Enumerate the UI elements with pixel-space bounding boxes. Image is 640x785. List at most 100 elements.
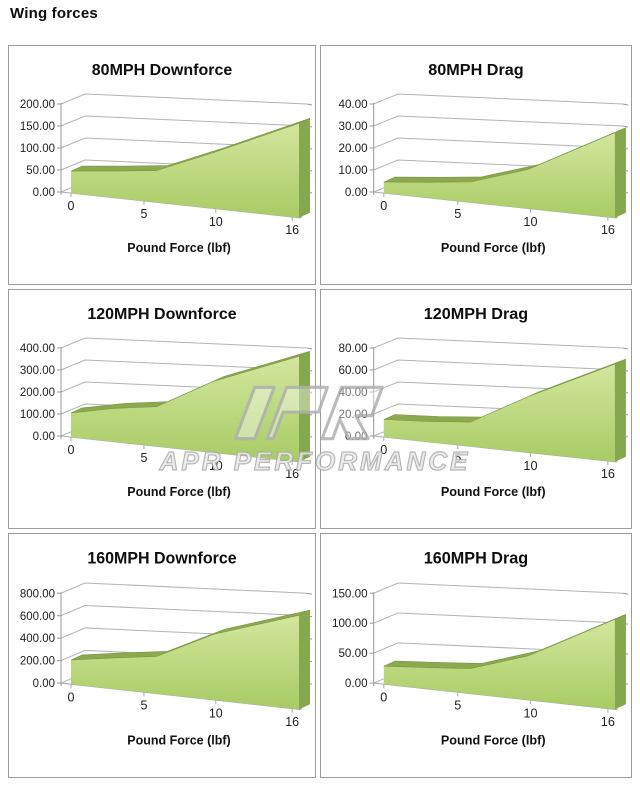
y-tick-label: 0.00 <box>345 187 368 199</box>
gridline <box>373 359 623 371</box>
x-tick-label: 5 <box>454 207 461 221</box>
x-tick-label: 16 <box>285 715 299 729</box>
x-tick-label: 5 <box>140 698 147 712</box>
x-tick-label: 0 <box>68 199 75 213</box>
chart-cell-120mph-downforce: 120MPH Downforce 400.00 300.00 200.00 100.0… <box>8 289 316 529</box>
y-tick-label: 80.00 <box>338 343 367 355</box>
right-wall-tick <box>622 147 629 150</box>
area-series <box>383 364 615 462</box>
x-tick-label: 10 <box>523 705 537 720</box>
right-wall-tick <box>306 103 313 106</box>
area-side-face <box>614 127 626 218</box>
x-tick-label: 10 <box>523 215 537 229</box>
y-tick-label: 0.00 <box>33 677 55 690</box>
chart-cell-160mph-downforce: 160MPH Downforce 800.00 600.00 400.00 200.0… <box>8 533 316 778</box>
gridline <box>373 612 623 624</box>
area-top-band <box>70 609 311 661</box>
x-tick-label: 16 <box>601 714 615 729</box>
y-tick-label: 200.00 <box>20 655 55 668</box>
y-tick-label: 40.00 <box>338 387 367 399</box>
x-tick-label: 16 <box>601 223 615 237</box>
gridline <box>373 137 623 149</box>
right-wall-tick <box>622 169 629 172</box>
right-wall-tick <box>622 103 629 106</box>
y-tick-label: 40.00 <box>338 99 367 111</box>
x-tick-label: 10 <box>209 215 223 229</box>
y-tick-label: 20.00 <box>338 143 367 155</box>
gridline <box>373 337 623 349</box>
chart-title: 80MPH Drag <box>428 61 523 79</box>
x-axis-title: Pound Force (lbf) <box>441 732 546 747</box>
y-tick-label: 100.00 <box>20 409 55 421</box>
area-series <box>71 123 299 218</box>
x-tick-label: 5 <box>140 451 147 465</box>
right-wall-tick <box>306 637 313 640</box>
x-axis-title: Pound Force (lbf) <box>441 485 546 499</box>
y-tick-label: 0.00 <box>33 431 55 443</box>
y-tick-label: 100.00 <box>332 617 368 630</box>
y-tick-label: 800.00 <box>20 587 55 600</box>
right-wall-tick <box>622 622 629 625</box>
y-tick-label: 200.00 <box>20 387 55 399</box>
gridline <box>373 582 623 594</box>
right-wall-tick <box>622 391 629 394</box>
area-series <box>71 615 299 710</box>
chart-cell-160mph-drag: 160MPH Drag 150.00 100.00 50.00 0.00 0 5 10 16 P… <box>320 533 632 778</box>
right-wall-tick <box>306 369 313 372</box>
y-tick-label: 0.00 <box>345 677 368 690</box>
x-tick-label: 5 <box>454 698 461 713</box>
area-side-face <box>299 610 310 710</box>
right-wall-tick <box>622 435 629 438</box>
gridline <box>60 337 308 349</box>
right-wall-tick <box>622 592 629 595</box>
gridline <box>60 582 308 594</box>
right-wall-tick <box>306 660 313 663</box>
x-axis-title: Pound Force (lbf) <box>127 241 230 255</box>
area-series <box>383 619 615 710</box>
chart-120mph-drag: 120MPH Drag 80.00 60.00 40.00 20.00 0.00 0 5 10… <box>338 305 629 499</box>
gridline <box>373 115 623 127</box>
y-tick-label: 200.00 <box>20 99 55 111</box>
area-side-face <box>614 359 626 462</box>
y-tick-label: 20.00 <box>338 409 367 421</box>
y-tick-label: 50.00 <box>26 165 55 177</box>
gridline <box>60 604 308 617</box>
area-top-band <box>383 358 627 423</box>
chart-80mph-drag: 80MPH Drag 40.00 30.00 20.00 10.00 0.00 0 5 10 1… <box>338 61 629 255</box>
y-tick-label: 100.00 <box>20 143 55 155</box>
y-tick-label: 150.00 <box>332 587 368 600</box>
x-tick-label: 0 <box>68 690 75 704</box>
chart-80mph-downforce: 80MPH Downforce 200.00150.00100.0050.000… <box>20 62 313 255</box>
area-top-band <box>383 613 627 669</box>
x-tick-label: 16 <box>601 467 615 481</box>
page-title: Wing forces <box>10 5 98 22</box>
gridline <box>60 359 308 371</box>
right-wall-tick <box>622 652 629 655</box>
x-tick-label: 16 <box>285 223 299 237</box>
gridline <box>60 93 308 105</box>
charts-grid: 80MPH Downforce 200.00 150.00 100.00 50.00 0… <box>8 45 632 778</box>
x-tick-label: 0 <box>380 443 387 457</box>
x-tick-label: 5 <box>140 207 147 221</box>
y-tick-label: 150.00 <box>20 121 55 133</box>
chart-cell-80mph-drag: 80MPH Drag 40.00 30.00 20.00 10.00 0.00 0 5 10 1… <box>320 45 632 285</box>
gridline <box>60 115 308 127</box>
area-side-face <box>299 351 310 462</box>
x-tick-label: 5 <box>454 451 461 465</box>
y-tick-label: 300.00 <box>20 365 55 377</box>
chart-160mph-drag: 160MPH Drag 150.00 100.00 50.00 0.00 0 5 10 16 P… <box>332 550 629 747</box>
chart-160mph-downforce: 160MPH Downforce 800.00 600.00 400.00 200.0… <box>20 549 313 747</box>
y-tick-label: 400.00 <box>20 343 55 355</box>
x-tick-label: 0 <box>380 199 387 213</box>
right-wall-tick <box>622 125 629 128</box>
right-wall-tick <box>306 169 313 172</box>
right-wall-tick <box>306 592 313 595</box>
y-tick-label: 30.00 <box>338 121 367 133</box>
chart-title: 160MPH Downforce <box>87 549 236 567</box>
chart-cell-120mph-drag: 120MPH Drag 80.00 60.00 40.00 20.00 0.00 0 5 10… <box>320 289 632 529</box>
area-side-face <box>614 614 626 710</box>
y-tick-label: 10.00 <box>338 165 367 177</box>
right-wall-tick <box>622 369 629 372</box>
right-wall-tick <box>306 682 313 685</box>
right-wall-tick <box>622 682 629 685</box>
